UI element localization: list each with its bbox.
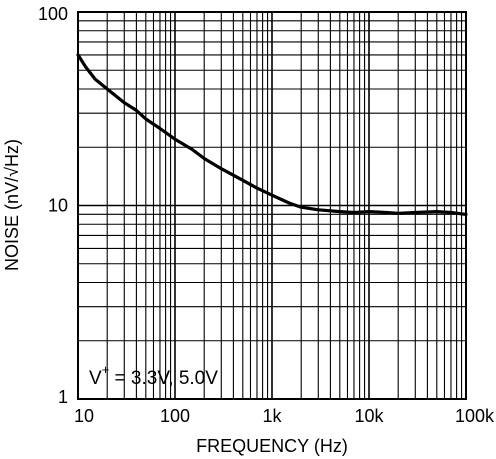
grid	[78, 12, 466, 399]
x-tick-label: 1k	[262, 406, 282, 426]
y-tick-label: 100	[38, 4, 68, 24]
x-tick-label: 100	[160, 406, 190, 426]
annotation-value: = 3.3V, 5.0V	[109, 368, 218, 389]
y-tick-label: 10	[48, 196, 68, 216]
annotation-v: V	[89, 368, 102, 389]
x-tick-label: 10k	[354, 406, 384, 426]
noise-series-line	[76, 53, 468, 216]
x-tick-label: 10	[74, 406, 94, 426]
x-tick-labels: 10 100 1k 10k 100k	[74, 406, 495, 426]
annotation-superscript: +	[102, 362, 110, 377]
y-tick-labels: 1 10 100	[38, 4, 68, 407]
x-axis-title: FREQUENCY (Hz)	[196, 436, 348, 456]
plot-frame	[77, 11, 467, 400]
y-axis-title: NOISE (nV/√Hz)	[2, 139, 22, 271]
x-tick-label: 100k	[455, 406, 495, 426]
supply-voltage-annotation: V+ = 3.3V, 5.0V	[89, 362, 218, 389]
y-tick-label: 1	[58, 387, 68, 407]
